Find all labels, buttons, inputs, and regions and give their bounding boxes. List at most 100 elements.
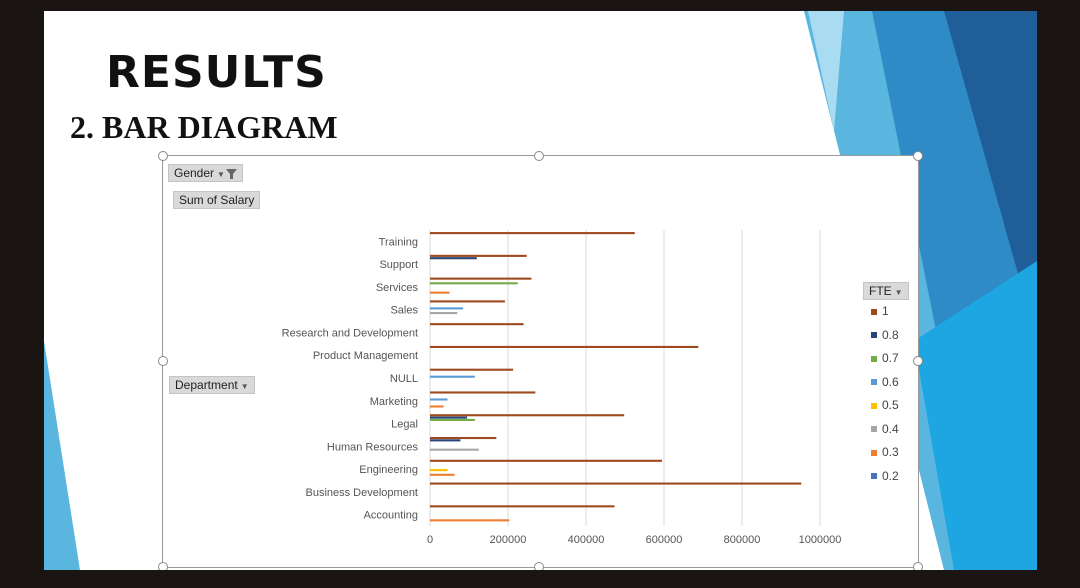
bar[interactable] [430, 375, 475, 378]
resize-handle-left[interactable] [158, 356, 168, 366]
bar[interactable] [430, 418, 475, 421]
legend-swatch [871, 355, 877, 362]
legend-label: 0.4 [882, 421, 899, 436]
chevron-down-icon: ▼ [217, 170, 225, 179]
bar[interactable] [430, 505, 615, 508]
fte-legend-button[interactable]: FTE ▼ [863, 282, 909, 300]
bar[interactable] [430, 232, 635, 235]
legend-swatch [871, 402, 877, 409]
bar[interactable] [430, 391, 536, 394]
bar[interactable] [430, 436, 497, 440]
chart-frame[interactable]: Gender ▼ Sum of Salary Department ▼ FTE ▼ 1… [158, 151, 923, 570]
bar[interactable] [430, 459, 663, 462]
legend-label: 0.6 [882, 374, 899, 389]
gender-filter-label: Gender [174, 166, 215, 180]
deco-shape-dark-blue [944, 11, 1037, 341]
legend-label: 1 [882, 304, 889, 318]
bar[interactable] [430, 473, 455, 476]
legend-item[interactable]: 0.5 [871, 398, 899, 412]
bar-chart: 0 200000 400000 600000 800000 1000000 Training… [282, 230, 842, 546]
legend-item[interactable]: 0.3 [871, 445, 899, 459]
category-label: Human Resources [327, 441, 419, 453]
legend-swatch [871, 379, 877, 386]
bar[interactable] [430, 368, 514, 371]
legend-label: 0.2 [882, 468, 899, 483]
resize-handle-right[interactable] [913, 356, 923, 366]
x-tick-label: 800000 [724, 534, 761, 546]
bar[interactable] [430, 257, 477, 260]
x-tick-label: 200000 [490, 534, 527, 546]
resize-handle-bottom[interactable] [534, 562, 544, 570]
category-label: Sales [390, 305, 418, 317]
category-label: Legal [391, 419, 418, 431]
legend-label: 0.7 [882, 351, 899, 365]
category-label: Services [376, 282, 419, 294]
resize-handle-top-right[interactable] [913, 151, 923, 161]
bar[interactable] [430, 291, 450, 294]
bar[interactable] [430, 323, 524, 326]
slide-title: RESULTS [106, 47, 327, 98]
legend-item[interactable]: 0.7 [871, 351, 899, 365]
slide-decoration [44, 11, 1037, 570]
bar[interactable] [430, 398, 448, 401]
resize-handle-bottom-right[interactable] [913, 562, 923, 570]
legend-item[interactable]: 0.4 [871, 422, 899, 436]
bar[interactable] [430, 405, 444, 408]
bar[interactable] [430, 482, 802, 485]
bar[interactable] [430, 277, 532, 280]
gender-filter-button[interactable]: Gender ▼ [168, 164, 243, 182]
legend-label: 0.8 [882, 327, 899, 342]
category-label: NULL [390, 373, 418, 385]
legend-item[interactable]: 0.2 [871, 469, 899, 483]
legend-item[interactable]: 0.8 [871, 328, 899, 342]
bar[interactable] [430, 469, 448, 472]
chevron-down-icon: ▼ [240, 382, 249, 391]
legend-swatch [871, 473, 877, 480]
resize-handle-top-left[interactable] [158, 151, 168, 161]
deco-shape-pale [808, 11, 844, 131]
bar[interactable] [430, 345, 699, 348]
bar[interactable] [430, 312, 458, 315]
bar[interactable] [430, 416, 468, 419]
fte-legend-label: FTE [869, 284, 892, 298]
category-label: Accounting [364, 510, 418, 522]
legend-item[interactable]: 0.6 [871, 375, 899, 389]
department-field-button[interactable]: Department ▼ [169, 376, 255, 394]
bar[interactable] [430, 307, 464, 310]
slide: RESULTS 2. BAR DIAGRAM Gender ▼ Sum of Sa… [44, 11, 1037, 570]
legend-swatch [871, 449, 877, 456]
resize-handle-bottom-left[interactable] [158, 562, 168, 570]
x-tick-label: 1000000 [799, 534, 842, 546]
chevron-down-icon: ▼ [894, 288, 903, 297]
resize-handle-top[interactable] [534, 151, 544, 161]
legend-label: 0.5 [882, 398, 899, 412]
filter-funnel-icon [225, 168, 237, 179]
category-label: Marketing [370, 396, 418, 408]
x-tick-label: 400000 [568, 534, 605, 546]
sum-of-salary-button[interactable]: Sum of Salary [173, 191, 261, 209]
legend-swatch [871, 332, 877, 339]
legend-swatch [871, 308, 877, 315]
bar[interactable] [430, 254, 527, 257]
legend-item[interactable]: 1 [871, 304, 889, 318]
deco-shape-left-blue [44, 341, 80, 570]
bar[interactable] [430, 414, 625, 417]
category-label: Product Management [313, 350, 418, 362]
category-label: Business Development [305, 487, 418, 499]
x-tick-label: 600000 [646, 534, 683, 546]
x-tick-label: 0 [427, 534, 433, 546]
deco-shape-cyan [914, 261, 1037, 570]
bar[interactable] [430, 439, 461, 442]
department-field-label: Department [175, 378, 238, 392]
category-label: Training [379, 236, 418, 248]
category-label: Support [379, 259, 418, 271]
slide-subtitle: 2. BAR DIAGRAM [70, 109, 338, 145]
bar[interactable] [430, 448, 479, 451]
category-label: Engineering [359, 464, 418, 476]
bar[interactable] [430, 282, 518, 285]
bar[interactable] [430, 519, 510, 522]
bar[interactable] [430, 300, 505, 303]
legend-label: 0.3 [882, 445, 899, 459]
legend-swatch [871, 426, 877, 433]
category-label: Research and Development [282, 327, 418, 339]
